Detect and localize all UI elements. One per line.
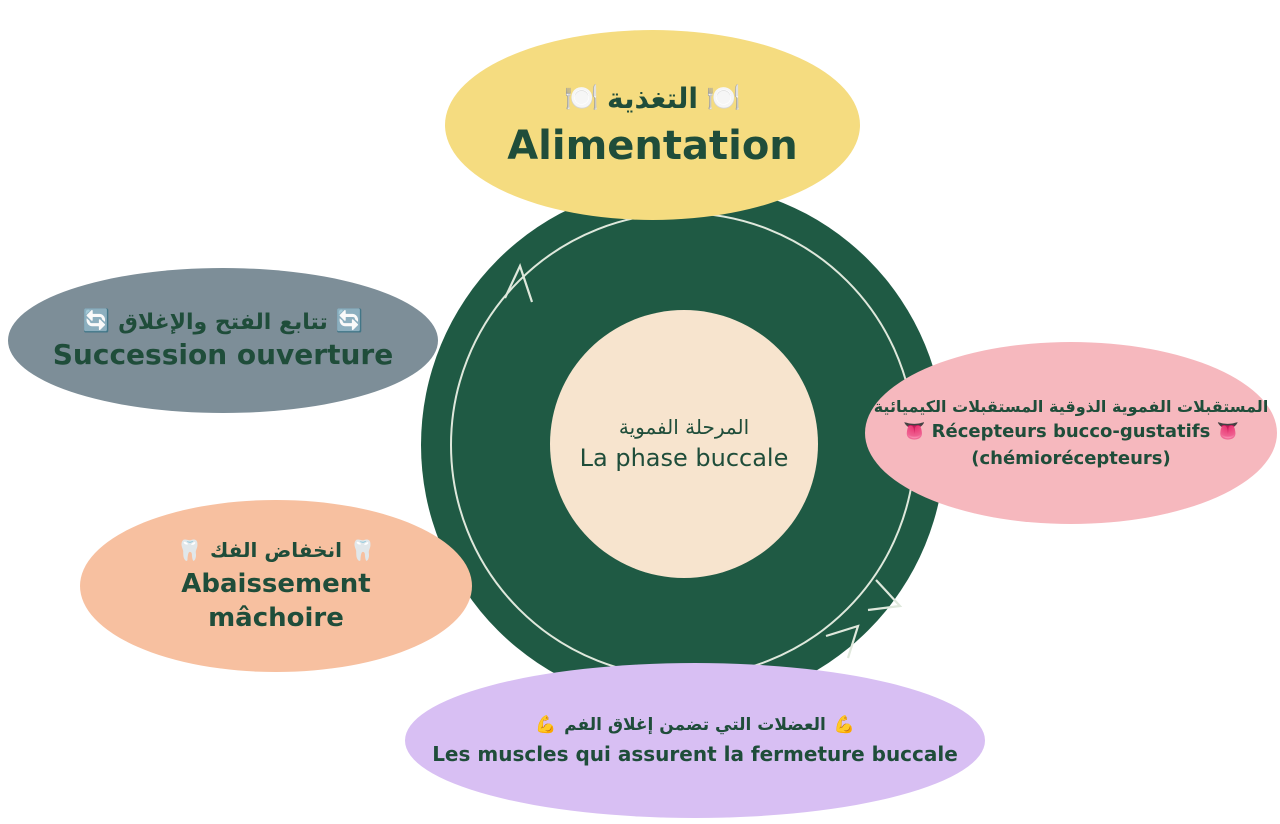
flexed-biceps-icon: 💪: [833, 714, 856, 735]
cycle-arrow-top-left: [504, 263, 534, 303]
tongue-icon: 👅: [1216, 420, 1240, 442]
cycle-arrows-icon: 🔄: [335, 309, 364, 335]
cycle-arrows-icon: 🔄: [82, 309, 111, 335]
node-abaissement: 🦷 انخفاض الفك 🦷 Abaissement mâchoire: [80, 500, 472, 672]
plate-icon: 🍽️: [564, 81, 599, 114]
muscles-arabic-label: العضلات التي تضمن إغلاق الفم: [564, 715, 826, 735]
node-succession: 🔄 تتابع الفتح والإغلاق 🔄 Succession ouve…: [8, 268, 438, 413]
muscles-arabic-row: 💪 العضلات التي تضمن إغلاق الفم 💪: [535, 715, 855, 735]
recepteurs-french-label-line2: (chémiorécepteurs): [971, 447, 1171, 469]
tongue-icon: 👅: [902, 420, 926, 442]
recepteurs-french-row: 👅 Récepteurs bucco-gustatifs 👅: [902, 420, 1240, 443]
abaissement-french-label-line1: Abaissement: [181, 569, 371, 600]
cycle-arrow-right: [867, 579, 903, 612]
center-node-oral-phase: المرحلة الفموية La phase buccale: [550, 310, 818, 578]
node-muscles: 💪 العضلات التي تضمن إغلاق الفم 💪 Les mus…: [405, 663, 985, 818]
recepteurs-arabic-label: المستقبلات الفموية الذوقية المستقبلات ال…: [873, 396, 1269, 416]
center-arabic-label: المرحلة الفموية: [618, 415, 750, 440]
succession-french-label: Succession ouverture: [52, 337, 394, 371]
tooth-icon: 🦷: [349, 538, 375, 563]
muscles-french-label: Les muscles qui assurent la fermeture bu…: [432, 742, 958, 766]
plate-icon: 🍽️: [706, 81, 741, 114]
node-alimentation: 🍽️ التغذية 🍽️ Alimentation: [445, 30, 860, 220]
alimentation-arabic-label: التغذية: [606, 81, 698, 115]
alimentation-french-label: Alimentation: [507, 122, 798, 169]
node-recepteurs: المستقبلات الفموية الذوقية المستقبلات ال…: [865, 342, 1277, 524]
abaissement-arabic-row: 🦷 انخفاض الفك 🦷: [177, 538, 375, 562]
tooth-icon: 🦷: [177, 538, 203, 563]
center-french-label: La phase buccale: [579, 444, 789, 473]
abaissement-arabic-label: انخفاض الفك: [210, 538, 342, 563]
succession-arabic-row: 🔄 تتابع الفتح والإغلاق 🔄: [83, 310, 363, 335]
succession-arabic-label: تتابع الفتح والإغلاق: [118, 309, 328, 335]
abaissement-french-label-line2: mâchoire: [208, 603, 344, 633]
recepteurs-french-label-line1: Récepteurs bucco-gustatifs: [931, 420, 1211, 442]
alimentation-arabic-row: 🍽️ التغذية 🍽️: [564, 82, 741, 115]
flexed-biceps-icon: 💪: [534, 714, 557, 735]
cycle-arrow-bottom-right: [825, 624, 860, 659]
